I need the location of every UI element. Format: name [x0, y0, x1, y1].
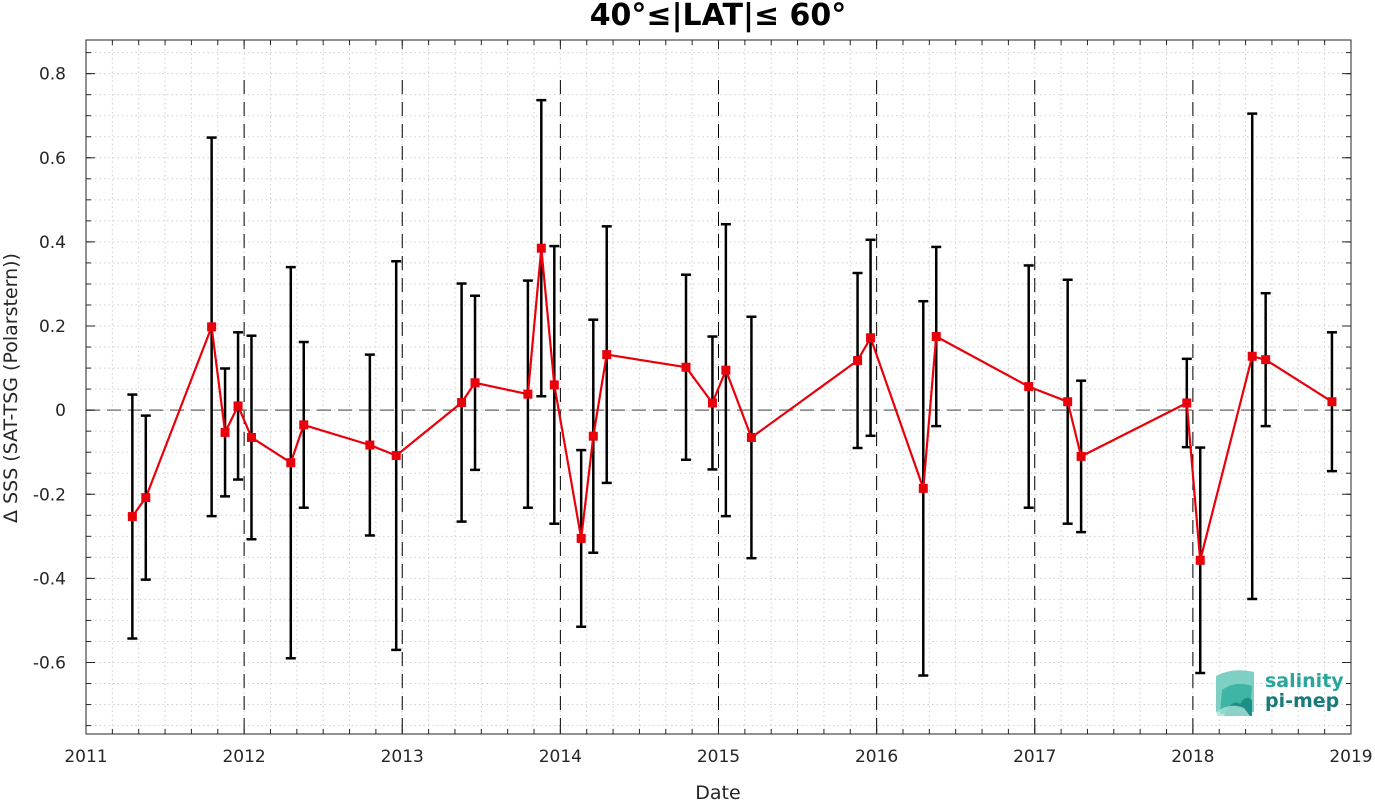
data-point-marker — [470, 378, 480, 388]
x-tick-labels: 2011 2012 2013 2014 2015 2016 2017 2018 2019 — [64, 747, 1372, 767]
data-point-marker — [931, 332, 941, 342]
x-tick-label: 2017 — [1013, 747, 1056, 767]
data-point-marker — [1182, 398, 1192, 408]
logo-text-pi-mep: pi-mep — [1265, 690, 1339, 712]
axis-ticks — [85, 40, 1352, 734]
data-point-marker — [233, 401, 243, 411]
x-tick-label: 2016 — [855, 747, 898, 767]
data-point-marker — [866, 333, 876, 343]
x-tick-label: 2015 — [697, 747, 740, 767]
data-point-marker — [286, 458, 296, 468]
salinity-pi-mep-logo: salinity pi-mep — [1216, 670, 1344, 716]
data-point-marker — [707, 398, 717, 408]
data-point-marker — [1076, 451, 1086, 461]
data-point-marker — [576, 533, 586, 543]
data-point-marker — [127, 512, 137, 522]
y-tick-label: -0.6 — [33, 653, 66, 673]
data-point-marker — [1195, 555, 1205, 565]
y-tick-labels: -0.6 -0.4 -0.2 0 0.2 0.4 0.6 0.8 — [33, 65, 66, 674]
y-axis-label: Δ SSS (SAT-TSG (Polarstern)) — [0, 253, 22, 523]
series-markers — [127, 243, 1337, 565]
data-point-marker — [1024, 382, 1034, 392]
x-tick-label: 2013 — [381, 747, 424, 767]
data-point-marker — [1247, 351, 1257, 361]
data-point-marker — [1261, 355, 1271, 365]
y-tick-label: 0.8 — [39, 65, 66, 85]
y-tick-label: 0.2 — [39, 317, 66, 337]
x-tick-label: 2012 — [222, 747, 265, 767]
series-line — [131, 247, 1333, 562]
x-axis-label: Date — [695, 782, 740, 801]
chart-title: 40°≤|LAT|≤ 60° — [590, 0, 847, 33]
logo-text-salinity: salinity — [1265, 670, 1344, 692]
data-point-marker — [141, 493, 151, 503]
data-point-marker — [246, 432, 256, 442]
logo-wave-icon — [1216, 670, 1254, 716]
x-tick-label: 2014 — [539, 747, 582, 767]
y-tick-label: -0.2 — [33, 485, 66, 505]
y-tick-label: 0.6 — [39, 149, 66, 169]
y-tick-label: 0.4 — [39, 233, 66, 253]
data-point-marker — [207, 322, 217, 332]
x-tick-label: 2018 — [1171, 747, 1214, 767]
y-tick-label: 0 — [55, 401, 66, 421]
data-point-marker — [721, 365, 731, 375]
data-point-marker — [746, 432, 756, 442]
data-point-marker — [918, 483, 928, 493]
data-point-marker — [1063, 397, 1073, 407]
data-point-marker — [588, 431, 598, 441]
data-point-marker — [602, 350, 612, 360]
data-point-marker — [681, 362, 691, 372]
data-point-marker — [391, 451, 401, 461]
data-point-marker — [457, 398, 467, 408]
data-point-marker — [220, 427, 230, 437]
x-tick-label: 2019 — [1329, 747, 1372, 767]
y-tick-label: -0.4 — [33, 569, 66, 589]
data-point-marker — [853, 356, 863, 366]
data-point-marker — [365, 440, 375, 450]
data-point-marker — [299, 420, 309, 430]
data-point-marker — [536, 243, 546, 253]
data-point-marker — [549, 380, 559, 390]
grid-layer — [85, 40, 1352, 734]
data-point-marker — [1327, 397, 1337, 407]
x-tick-label: 2011 — [64, 747, 107, 767]
data-point-marker — [523, 389, 533, 399]
year-boundary-lines — [243, 80, 1194, 734]
